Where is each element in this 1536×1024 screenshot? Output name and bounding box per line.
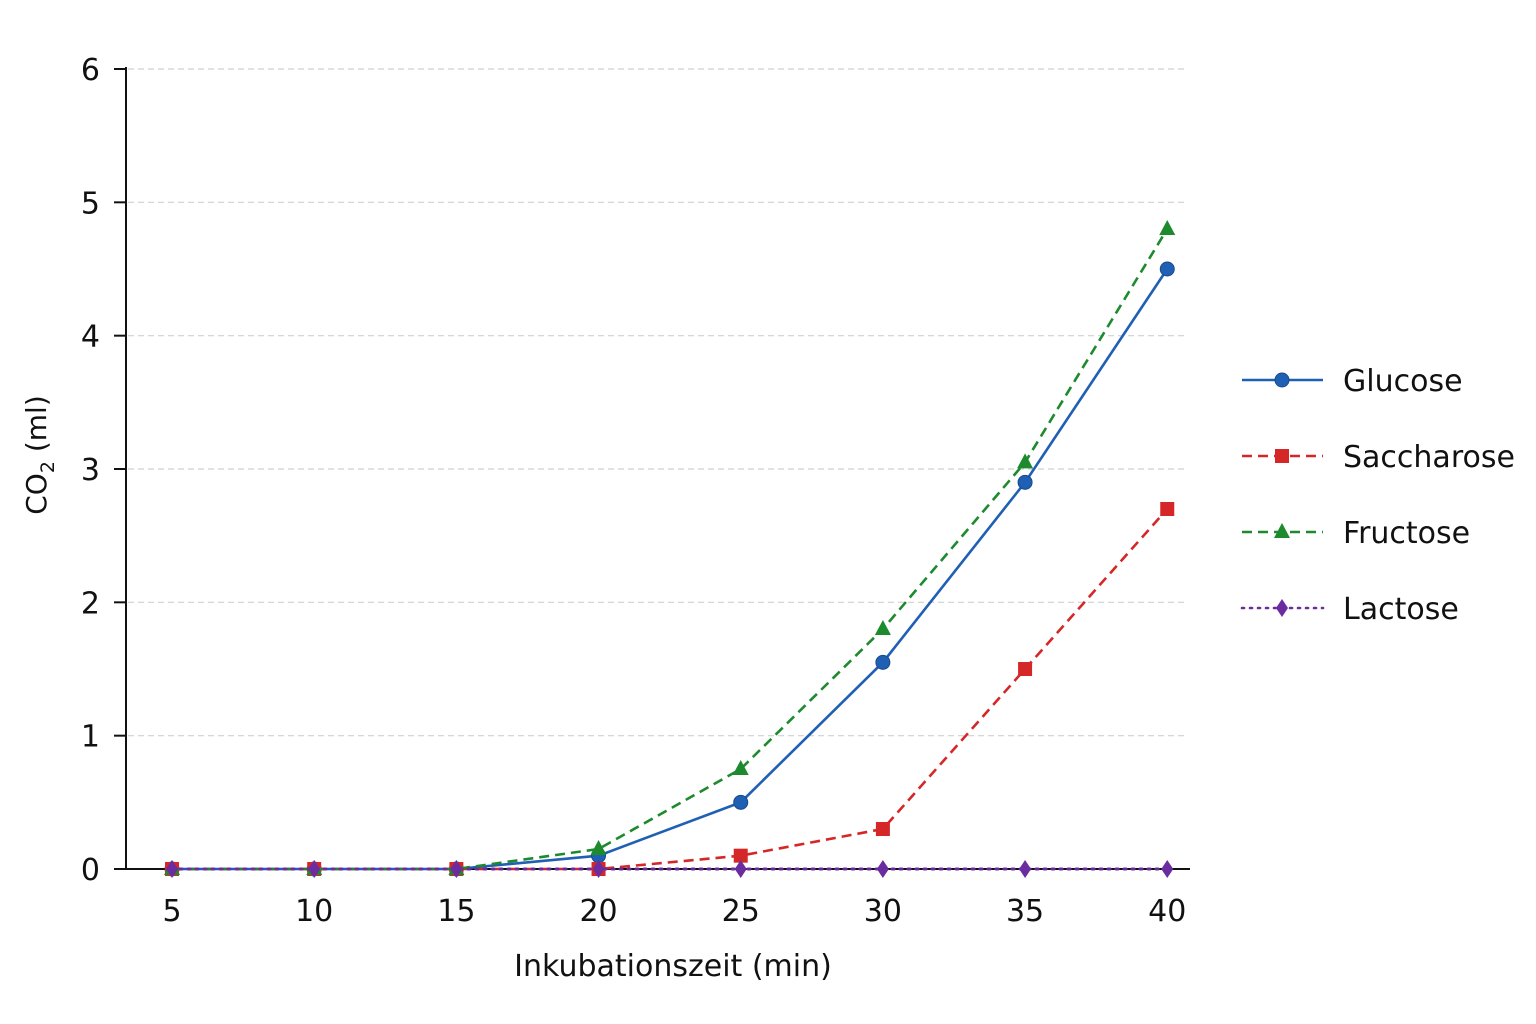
- series-saccharose: [165, 502, 1175, 876]
- series-line: [172, 228, 1169, 871]
- series-group: [164, 220, 1176, 878]
- marker-square: [1018, 662, 1033, 676]
- series-line: [172, 268, 1169, 871]
- marker-circle: [1274, 372, 1290, 388]
- marker-diamond: [1161, 860, 1174, 878]
- x-tick-label: 15: [437, 894, 475, 929]
- marker-diamond: [166, 860, 179, 878]
- y-tick-label: 1: [81, 720, 100, 755]
- marker-diamond: [592, 860, 605, 878]
- marker-square: [1160, 502, 1175, 516]
- y-tick-label: 0: [81, 853, 100, 888]
- x-tick-label: 20: [579, 894, 617, 929]
- marker-diamond: [450, 860, 463, 878]
- marker-triangle: [732, 760, 749, 775]
- series-fructose: [164, 220, 1176, 875]
- x-axis-label: Inkubationszeit (min): [514, 949, 832, 984]
- legend-label: Saccharose: [1343, 440, 1515, 475]
- legend: Glucose Saccharose Fructose Lactose: [1240, 364, 1515, 627]
- x-tick-label: 25: [722, 894, 760, 929]
- y-tick-label: 3: [81, 453, 100, 488]
- y-tick-label: 2: [81, 586, 100, 621]
- y-tick-label: 6: [81, 53, 100, 88]
- x-tick-label: 5: [162, 894, 181, 929]
- marker-triangle: [1017, 453, 1034, 469]
- legend-item-fructose: Fructose: [1242, 516, 1470, 551]
- gridlines: [128, 68, 1185, 737]
- marker-circle: [1159, 261, 1175, 277]
- series-line: [172, 508, 1169, 871]
- tick-labels: 0 1 2 3 4 5 6 5 10 15 20 25 30 35 40: [81, 53, 1186, 929]
- y-tick-label: 5: [81, 186, 100, 221]
- marker-triangle: [1274, 523, 1290, 538]
- marker-square: [733, 848, 748, 863]
- marker-triangle: [874, 620, 891, 635]
- marker-circle: [1017, 474, 1033, 490]
- marker-triangle: [590, 840, 607, 855]
- marker-square: [1275, 449, 1289, 463]
- marker-diamond: [1276, 599, 1288, 617]
- marker-diamond: [734, 860, 747, 878]
- marker-square: [875, 822, 890, 836]
- legend-item-glucose: Glucose: [1242, 364, 1463, 399]
- legend-item-saccharose: Saccharose: [1242, 440, 1515, 475]
- marker-diamond: [876, 860, 889, 878]
- legend-label: Fructose: [1343, 516, 1470, 551]
- series-glucose: [164, 261, 1175, 877]
- marker-diamond: [308, 860, 321, 878]
- legend-item-lactose: Lactose: [1240, 592, 1459, 627]
- x-tick-label: 30: [864, 894, 902, 929]
- marker-circle: [875, 654, 891, 670]
- x-tick-label: 35: [1006, 894, 1044, 929]
- legend-label: Lactose: [1343, 592, 1459, 627]
- x-tick-label: 40: [1148, 894, 1186, 929]
- marker-circle: [733, 794, 749, 810]
- marker-triangle: [1159, 220, 1176, 235]
- y-axis-label: CO2 (ml): [20, 395, 59, 515]
- y-tick-label: 4: [81, 320, 100, 355]
- x-tick-label: 10: [295, 894, 333, 929]
- legend-label: Glucose: [1343, 364, 1463, 399]
- marker-diamond: [1019, 860, 1032, 878]
- series-lactose: [166, 860, 1174, 878]
